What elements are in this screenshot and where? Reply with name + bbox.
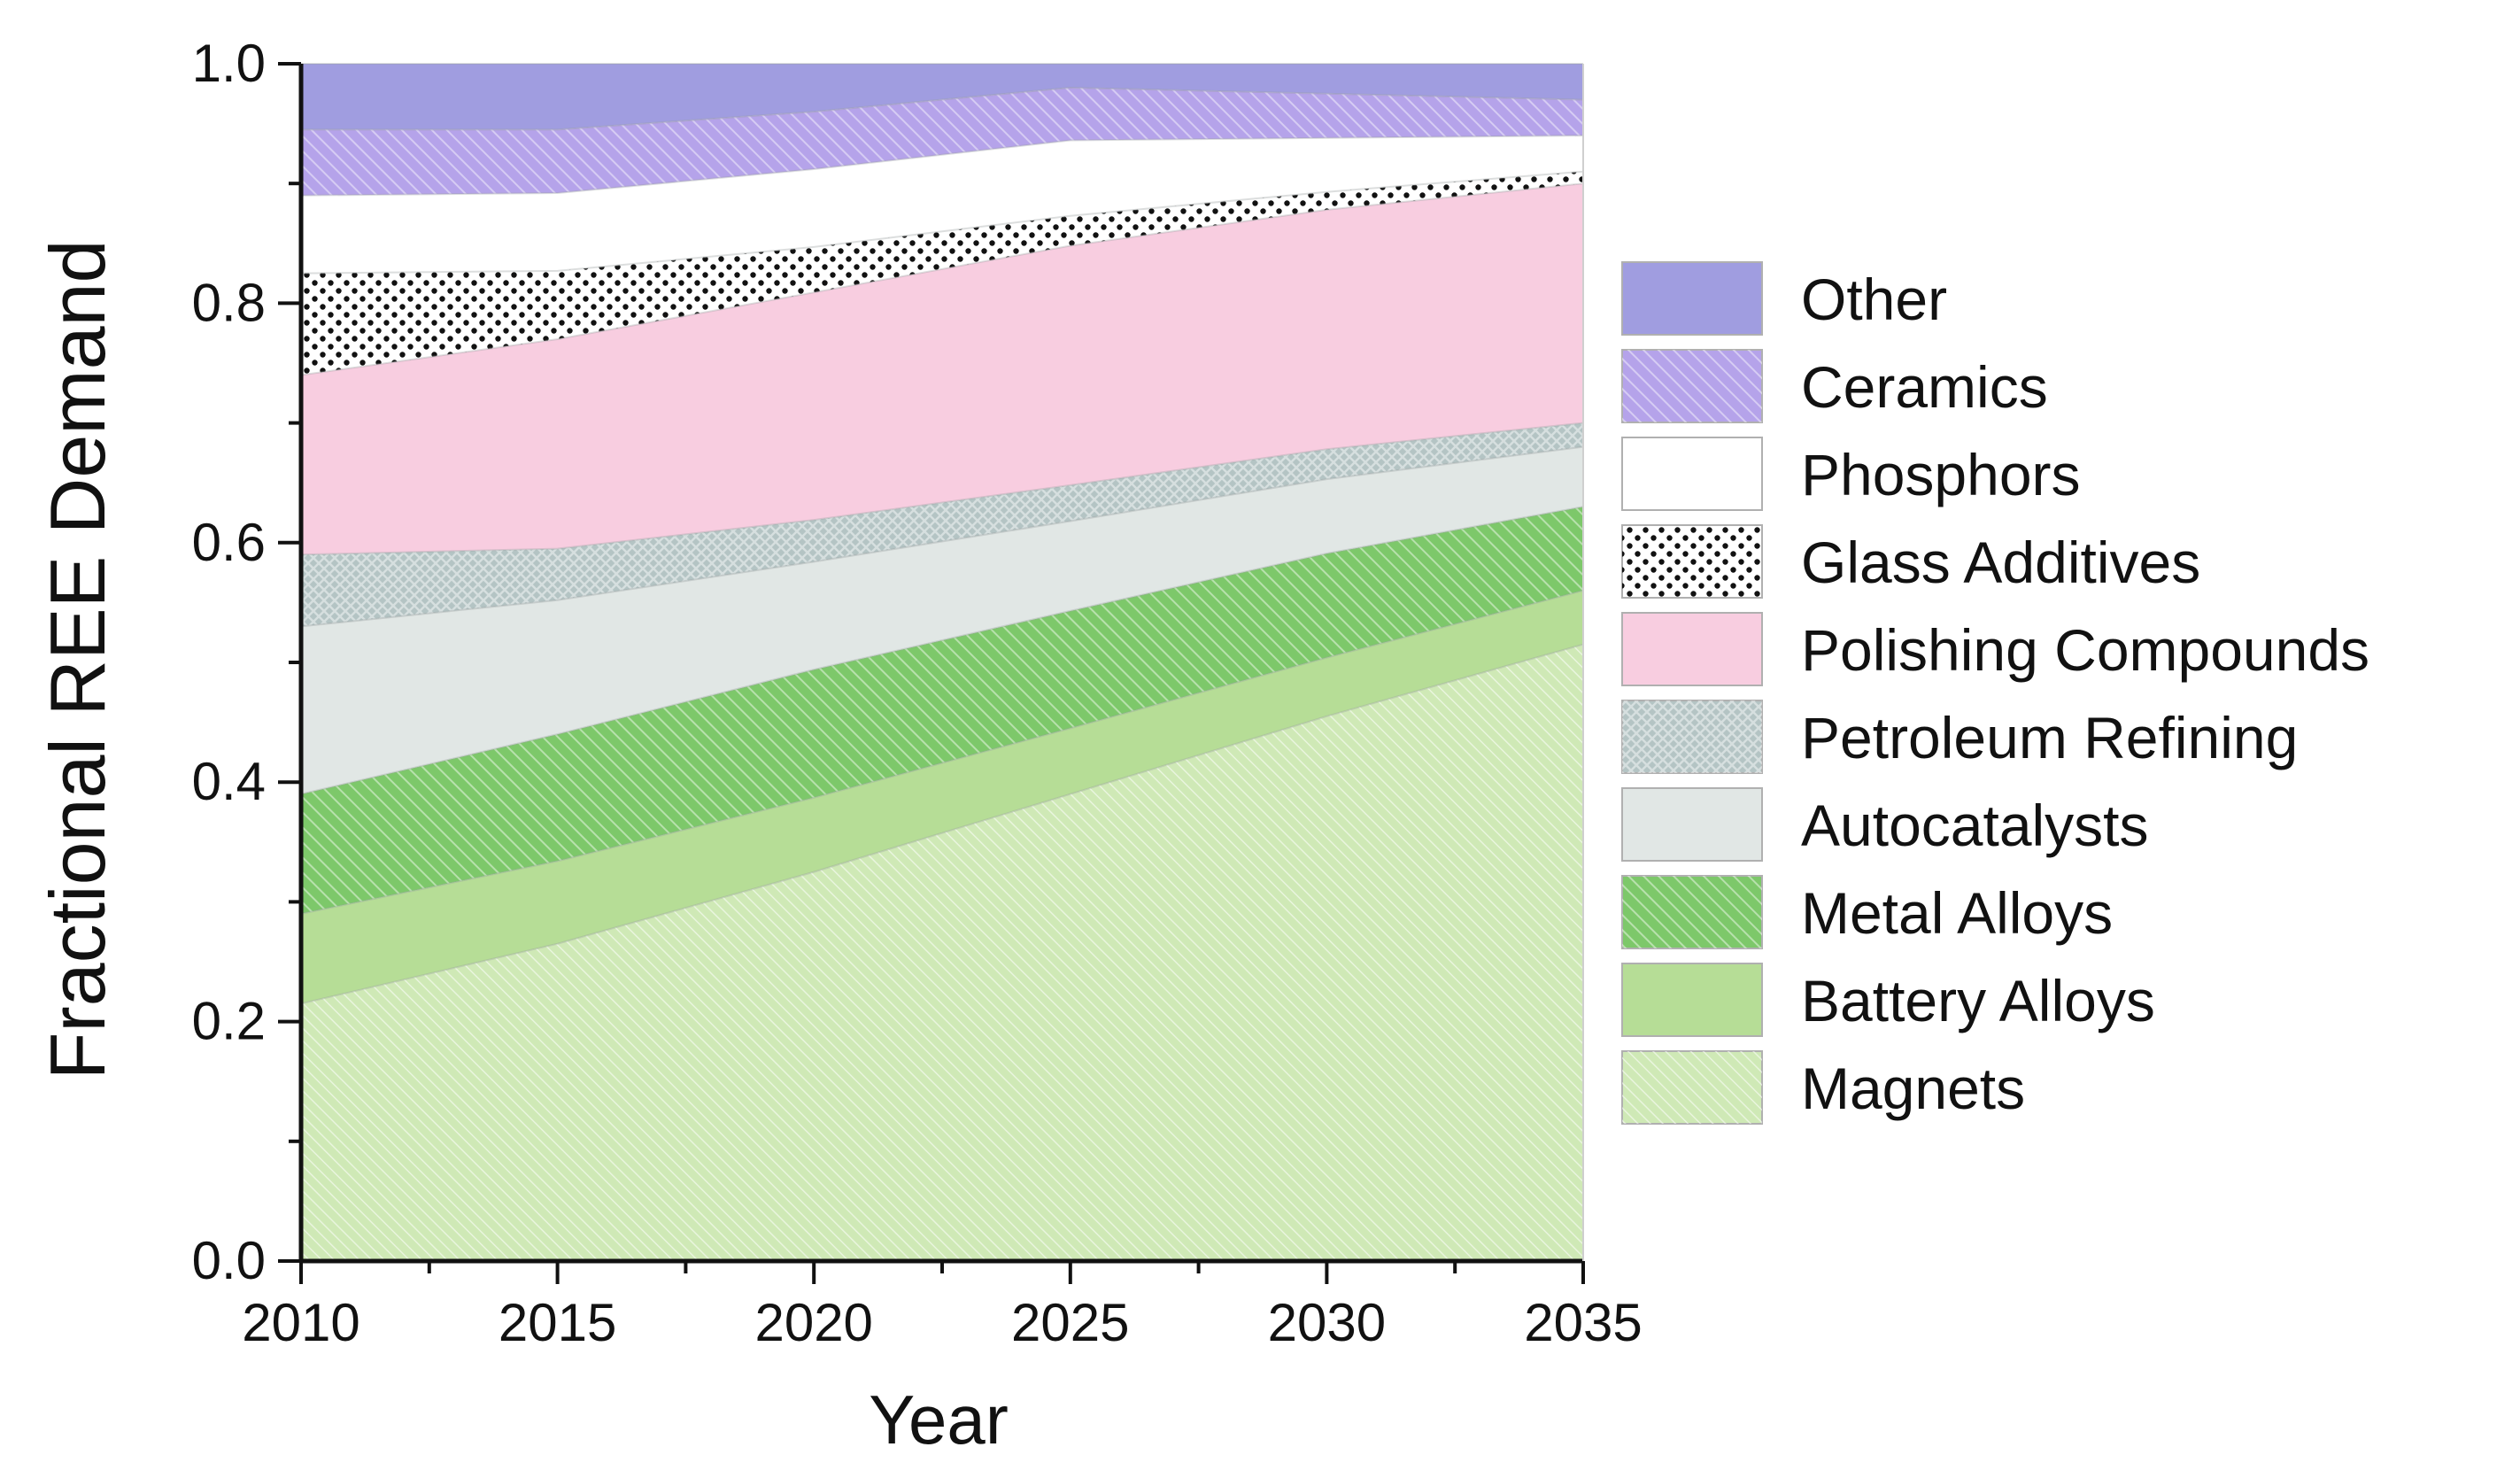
legend-swatch-pattern bbox=[1622, 525, 1762, 598]
legend-label: Petroleum Refining bbox=[1801, 705, 2298, 770]
x-tick-label: 2020 bbox=[754, 1293, 872, 1352]
legend-swatch bbox=[1621, 612, 1763, 686]
legend: Other Ceramics Phosphors Glass Additives Pol… bbox=[1621, 261, 2369, 1125]
legend-swatch bbox=[1621, 963, 1763, 1037]
legend-swatch bbox=[1621, 437, 1763, 511]
legend-item-magnets: Magnets bbox=[1621, 1050, 2025, 1125]
axes-group bbox=[278, 62, 1585, 1284]
legend-item-battery-alloys: Battery Alloys bbox=[1621, 963, 2155, 1037]
legend-swatch-pattern bbox=[1622, 876, 1762, 948]
legend-item-polishing-compounds: Polishing Compounds bbox=[1621, 612, 2369, 686]
boundary-battery-alloys bbox=[300, 589, 1584, 915]
y-axis-title: Fractional REE Demand bbox=[34, 240, 121, 1080]
area-polishing-compounds bbox=[301, 183, 1583, 555]
x-tick-label: 2015 bbox=[499, 1293, 616, 1352]
area-series-group bbox=[300, 63, 1584, 1261]
y-tick-label: 0.0 bbox=[192, 1231, 266, 1290]
boundary-phosphors bbox=[300, 135, 1584, 197]
x-tick-label: 2025 bbox=[1011, 1293, 1129, 1352]
legend-item-ceramics: Ceramics bbox=[1621, 349, 2048, 423]
area-glass-additives-pattern bbox=[301, 171, 1583, 375]
legend-item-petroleum-refining: Petroleum Refining bbox=[1621, 700, 2298, 774]
legend-label: Other bbox=[1801, 267, 1947, 332]
boundary-metal-alloys bbox=[300, 506, 1584, 795]
legend-label: Polishing Compounds bbox=[1801, 617, 2369, 683]
x-tick-label: 2010 bbox=[242, 1293, 359, 1352]
area-petroleum-refining-pattern bbox=[301, 422, 1583, 627]
area-ceramics-pattern bbox=[301, 88, 1583, 196]
boundary-polishing-compounds bbox=[300, 182, 1584, 376]
legend-label: Glass Additives bbox=[1801, 530, 2200, 595]
tick-labels-group: 2010 2015 2020 2025 2030 2035 0.0 0.2 0.4 0.6 0.8 1… bbox=[192, 34, 1643, 1352]
legend-label: Autocatalysts bbox=[1801, 793, 2149, 858]
area-phosphors bbox=[301, 135, 1583, 274]
x-tick-label: 2030 bbox=[1268, 1293, 1386, 1352]
legend-label: Ceramics bbox=[1801, 354, 2048, 420]
boundary-autocatalysts bbox=[300, 445, 1584, 628]
boundary-ceramics bbox=[301, 86, 1584, 131]
boundary-magnets bbox=[300, 643, 1584, 1005]
y-tick-label: 0.4 bbox=[192, 752, 266, 811]
legend-swatch bbox=[1621, 261, 1763, 336]
legend-label: Magnets bbox=[1801, 1056, 2025, 1121]
legend-swatch-pattern bbox=[1622, 700, 1762, 773]
area-other bbox=[301, 64, 1583, 130]
legend-item-autocatalysts: Autocatalysts bbox=[1621, 787, 2149, 862]
legend-item-metal-alloys: Metal Alloys bbox=[1621, 875, 2113, 949]
y-tick-label: 1.0 bbox=[192, 34, 266, 93]
y-tick-label: 0.6 bbox=[192, 513, 266, 572]
area-metal-alloys-pattern bbox=[301, 507, 1583, 914]
y-tick-label: 0.2 bbox=[192, 992, 266, 1051]
legend-swatch-pattern bbox=[1622, 350, 1762, 422]
area-battery-alloys bbox=[301, 590, 1583, 1004]
legend-item-phosphors: Phosphors bbox=[1621, 437, 2081, 511]
boundary-glass-additives bbox=[300, 170, 1584, 275]
legend-label: Metal Alloys bbox=[1801, 880, 2113, 946]
y-tick-label: 0.8 bbox=[192, 273, 266, 332]
x-tick-label: 2035 bbox=[1524, 1293, 1642, 1352]
area-autocatalysts bbox=[301, 446, 1583, 794]
boundary-petroleum-refining bbox=[300, 422, 1584, 556]
legend-swatch-pattern bbox=[1622, 1051, 1762, 1124]
legend-item-glass-additives: Glass Additives bbox=[1621, 524, 2200, 599]
area-magnets-pattern bbox=[301, 644, 1583, 1261]
legend-label: Battery Alloys bbox=[1801, 968, 2155, 1033]
legend-swatch bbox=[1621, 787, 1763, 862]
legend-label: Phosphors bbox=[1801, 442, 2081, 507]
x-axis-title: Year bbox=[869, 1381, 1009, 1459]
legend-item-other: Other bbox=[1621, 261, 1947, 336]
